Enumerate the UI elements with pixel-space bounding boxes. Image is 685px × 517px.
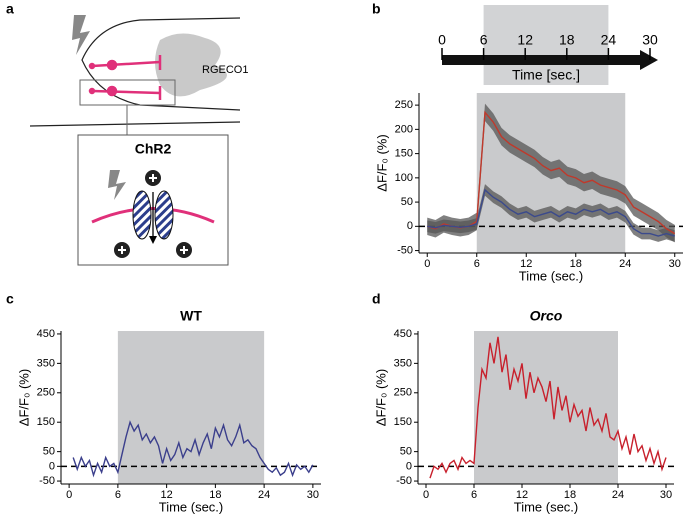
y-tick-label: 250 <box>37 387 55 399</box>
y-tick-label: 150 <box>395 148 413 160</box>
channel <box>132 190 152 240</box>
y-tick-label: 50 <box>400 446 412 458</box>
y-tick-label: 50 <box>43 446 55 458</box>
y-axis-label: ΔF/F₀ (%) <box>374 134 389 191</box>
y-axis-label: ΔF/F₀ (%) <box>373 369 388 426</box>
x-tick-label: 0 <box>66 489 72 501</box>
worm-outline <box>29 121 241 127</box>
x-axis-label: Time [sec.] <box>512 67 580 83</box>
y-tick-label: 100 <box>395 172 413 184</box>
panel-label: b <box>372 1 381 17</box>
x-tick-label: 6 <box>480 32 488 48</box>
y-tick-label: 250 <box>395 99 413 111</box>
x-tick-label: 24 <box>601 32 617 48</box>
stimulus-shade <box>483 5 609 85</box>
x-tick-label: 12 <box>516 489 528 501</box>
x-tick-label: 18 <box>570 258 582 270</box>
trace <box>72 420 314 478</box>
trace <box>429 336 667 479</box>
y-tick-label: 350 <box>37 357 55 369</box>
y-tick-label: 350 <box>394 357 412 369</box>
panel-label: d <box>372 291 381 307</box>
x-axis-label: Time (sec.) <box>159 499 224 514</box>
stimulus-shade <box>117 331 265 484</box>
panel-label: a <box>6 1 14 17</box>
y-tick-label: 200 <box>395 123 413 135</box>
x-tick-label: 24 <box>258 489 270 501</box>
x-tick-label: 12 <box>161 489 173 501</box>
y-tick-label: 150 <box>37 416 55 428</box>
light-icon <box>72 15 90 55</box>
ion <box>114 170 192 258</box>
worm-diagram: RGECO1 ChR2 <box>29 15 248 266</box>
x-tick-label: 24 <box>619 258 631 270</box>
y-tick-label: 0 <box>406 460 412 472</box>
x-tick-label: 6 <box>471 489 477 501</box>
x-tick-label: 0 <box>424 258 430 270</box>
channel-title: ChR2 <box>135 141 172 157</box>
x-tick-label: 6 <box>474 258 480 270</box>
y-axis-label: ΔF/F₀ (%) <box>16 369 31 426</box>
worm-outline <box>81 17 241 111</box>
x-tick-label: 30 <box>642 32 658 48</box>
light-icon <box>108 170 126 200</box>
x-tick-label: 30 <box>660 489 672 501</box>
trace <box>427 188 675 237</box>
x-tick-label: 0 <box>438 32 446 48</box>
y-tick-label: -50 <box>39 475 55 487</box>
y-tick-label: 150 <box>394 416 412 428</box>
x-tick-label: 18 <box>559 32 575 48</box>
x-tick-label: 0 <box>423 489 429 501</box>
y-tick-label: 50 <box>401 196 413 208</box>
chart-title: WT <box>180 308 202 324</box>
y-tick-label: 450 <box>37 328 55 340</box>
x-tick-label: 6 <box>115 489 121 501</box>
x-tick-label: 12 <box>517 32 533 48</box>
brain-label: RGECO1 <box>202 64 248 76</box>
x-axis-label: Time (sec.) <box>519 268 584 283</box>
chart-title: Orco <box>530 308 563 324</box>
x-axis-label: Time (sec.) <box>514 499 579 514</box>
time-arrow <box>442 55 644 65</box>
error-band <box>427 103 675 243</box>
neuron <box>88 55 162 100</box>
x-tick-label: 30 <box>669 258 681 270</box>
y-tick-label: 0 <box>407 220 413 232</box>
y-tick-label: 250 <box>394 387 412 399</box>
ion-arrow <box>149 236 157 244</box>
y-tick-label: -50 <box>397 244 413 256</box>
x-tick-label: 24 <box>612 489 624 501</box>
x-tick-label: 18 <box>209 489 221 501</box>
channel <box>154 190 174 240</box>
brain <box>155 33 227 97</box>
x-tick-label: 18 <box>564 489 576 501</box>
panel-label: c <box>6 291 14 307</box>
stimulus-shade <box>474 331 618 484</box>
x-tick-label: 30 <box>307 489 319 501</box>
x-tick-label: 12 <box>520 258 532 270</box>
y-tick-label: 0 <box>49 460 55 472</box>
time-arrow-head <box>640 50 658 70</box>
error-band <box>427 184 675 242</box>
y-tick-label: -50 <box>396 475 412 487</box>
y-tick-label: 450 <box>394 328 412 340</box>
